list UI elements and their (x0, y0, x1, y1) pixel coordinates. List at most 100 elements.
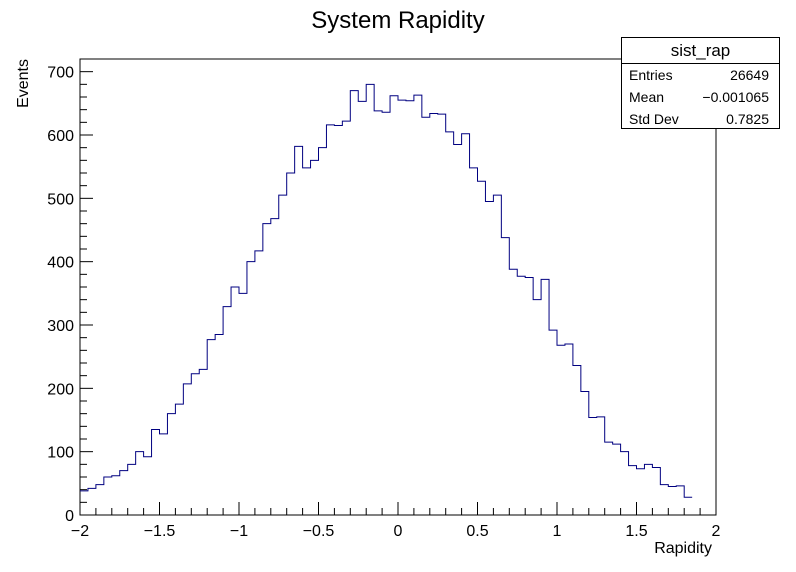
y-tick-label: 100 (47, 445, 74, 462)
x-tick-label: −1 (230, 523, 248, 540)
histogram-bin (446, 132, 454, 515)
y-tick-label: 400 (47, 255, 74, 272)
stats-mean-label: Mean (629, 89, 665, 105)
histogram-bin (668, 487, 676, 516)
histogram-bin (303, 168, 311, 515)
histogram-bin (112, 476, 120, 515)
histogram-bin (319, 148, 327, 515)
x-tick-label: −2 (71, 523, 89, 540)
stats-title: sist_rap (622, 38, 779, 64)
histogram-bin (470, 168, 478, 515)
histogram-bin (191, 374, 199, 515)
histogram-bin (501, 238, 509, 515)
histogram-bin (589, 417, 597, 515)
histogram-bin (374, 111, 382, 515)
histogram-bin (255, 251, 263, 515)
histogram-bin (605, 442, 613, 515)
histogram-bins (80, 84, 692, 515)
stats-entries-label: Entries (629, 67, 673, 83)
histogram-bin (326, 125, 334, 515)
histogram-bin (120, 471, 128, 515)
histogram-bin (517, 276, 525, 515)
histogram-bin (366, 84, 374, 515)
histogram-bin (398, 100, 406, 515)
histogram-bin (485, 202, 493, 516)
histogram-bin (493, 195, 501, 515)
histogram-bin (652, 468, 660, 516)
histogram-bin (80, 491, 88, 515)
histogram-bin (573, 366, 581, 515)
histogram-bin (382, 112, 390, 515)
histogram-bin (390, 96, 398, 515)
histogram-bin (430, 113, 438, 515)
histogram-bin (295, 146, 303, 515)
histogram-bin (231, 287, 239, 515)
histogram-bin (104, 477, 112, 515)
histogram-bin (136, 452, 144, 515)
histogram-bin (565, 344, 573, 515)
histogram-bin (525, 278, 533, 516)
histogram-bin (454, 145, 462, 516)
histogram-bin (311, 160, 319, 515)
histogram-bin (676, 486, 684, 515)
stats-stddev-row: Std Dev 0.7825 (622, 108, 779, 130)
histogram-outline (80, 83, 693, 498)
histogram-bin (422, 117, 430, 515)
x-tick-label: −1.5 (144, 523, 176, 540)
stats-stddev-value: 0.7825 (726, 111, 769, 127)
histogram-bin (199, 369, 207, 515)
histogram-bin (239, 293, 247, 515)
stats-mean-row: Mean −0.001065 (622, 86, 779, 108)
histogram-bin (660, 485, 668, 515)
histogram-bin (613, 444, 621, 515)
histogram-bin (478, 181, 486, 515)
histogram-bin (247, 262, 255, 515)
histogram-bin (279, 195, 287, 515)
y-tick-label: 200 (47, 381, 74, 398)
histogram-bin (597, 417, 605, 515)
histogram-bin (358, 101, 366, 515)
stats-entries-row: Entries 26649 (622, 64, 779, 86)
histogram-bin (223, 307, 231, 515)
y-axis-label: Events (15, 59, 32, 108)
x-tick-label: −0.5 (303, 523, 335, 540)
x-tick-label: 0.5 (466, 523, 488, 540)
histogram-bin (414, 95, 422, 515)
stats-entries-value: 26649 (730, 67, 769, 83)
chart-title: System Rapidity (311, 7, 484, 34)
histogram-bin (152, 430, 160, 516)
x-tick-label: 0 (394, 523, 403, 540)
x-tick-label: 2 (712, 523, 721, 540)
histogram-bin (541, 279, 549, 515)
y-tick-label: 600 (47, 128, 74, 145)
histogram-bin (144, 457, 152, 515)
stats-box: sist_rap Entries 26649 Mean −0.001065 St… (621, 37, 780, 129)
histogram-bin (287, 173, 295, 515)
y-axis: 0 100 200 300 400 500 600 700 (47, 65, 93, 525)
histogram-bin (175, 404, 183, 515)
histogram-bin (629, 466, 637, 515)
histogram-bin (263, 224, 271, 515)
histogram-bin (684, 497, 692, 515)
y-tick-label: 700 (47, 65, 74, 82)
stats-mean-value: −0.001065 (702, 89, 769, 105)
histogram-bin (342, 121, 350, 515)
x-axis-label: Rapidity (654, 540, 712, 557)
histogram-bin (509, 269, 517, 515)
histogram-bin (637, 469, 645, 515)
histogram-bin (406, 101, 414, 515)
histogram-bin (167, 414, 175, 515)
x-axis: −2 −1.5 −1 −0.5 0 0.5 1 1.5 2 (71, 502, 721, 540)
histogram-bin (183, 384, 191, 515)
histogram-bin (621, 452, 629, 515)
histogram-bin (533, 300, 541, 515)
histogram-bin (271, 219, 279, 515)
histogram-bin (334, 126, 342, 516)
x-tick-label: 1 (553, 523, 562, 540)
histogram-bin (557, 345, 565, 515)
histogram-bin (96, 485, 104, 515)
histogram-bin (438, 114, 446, 515)
x-tick-label: 1.5 (625, 523, 647, 540)
histogram-bin (128, 464, 136, 515)
